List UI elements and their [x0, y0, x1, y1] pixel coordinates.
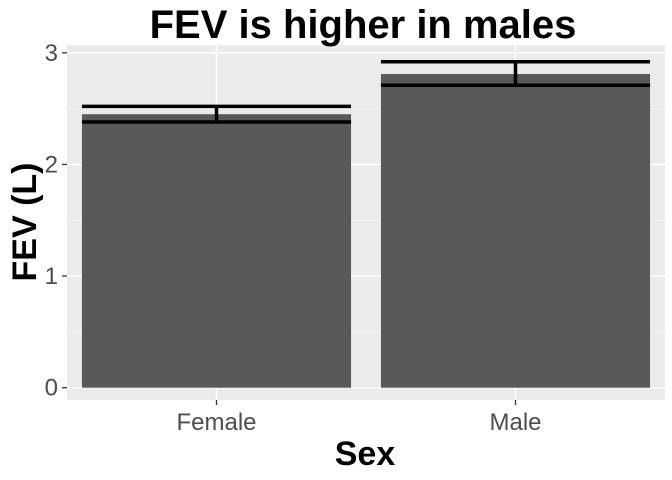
bars [81, 74, 651, 388]
x-tick-label: Male [489, 409, 541, 436]
y-axis-title: FEV (L) [6, 163, 44, 282]
y-tick-label: 3 [45, 40, 58, 67]
x-axis-title: Sex [335, 435, 396, 473]
axis-ticks [62, 52, 517, 405]
bar-female [81, 114, 352, 388]
y-tick-label: 2 [45, 151, 58, 178]
chart-title: FEV is higher in males [150, 3, 577, 47]
bar-male [380, 74, 651, 388]
x-tick-label: Female [176, 409, 256, 436]
y-tick-label: 0 [45, 375, 58, 402]
y-tick-label: 1 [45, 263, 58, 290]
tick-labels: 0 1 2 3 Female Male [45, 40, 542, 436]
error-bars [81, 59, 651, 124]
